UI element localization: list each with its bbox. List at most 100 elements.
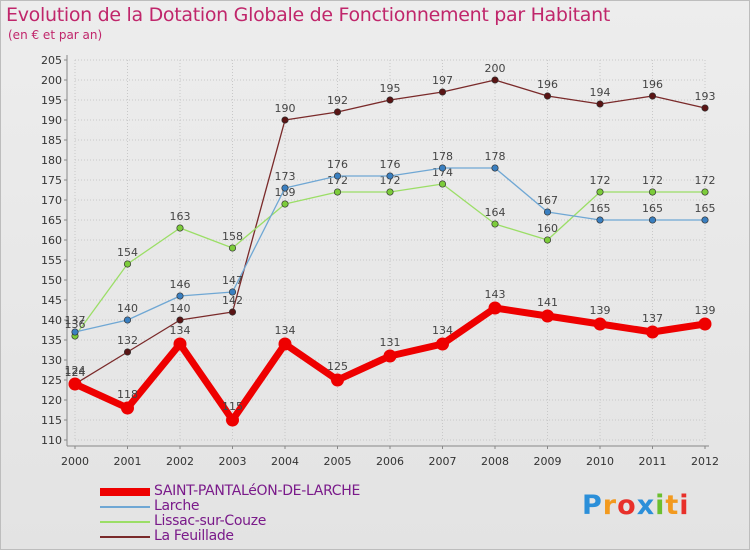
data-point — [491, 220, 499, 228]
data-point — [596, 100, 604, 108]
y-tick-label: 145 — [41, 294, 62, 307]
data-point — [701, 188, 709, 196]
legend-label: Lissac-sur-Couze — [154, 513, 267, 529]
y-tick-label: 160 — [41, 234, 62, 247]
data-point — [438, 180, 447, 188]
data-point — [228, 308, 237, 316]
x-tick-label: 2002 — [166, 455, 194, 468]
data-point — [541, 309, 554, 323]
data-point — [648, 188, 657, 196]
proxiti-logo: Proxiti — [582, 490, 690, 521]
y-tick-label: 135 — [41, 334, 62, 347]
data-label: 118 — [117, 388, 138, 401]
data-label: 178 — [485, 150, 506, 163]
legend-label: La Feuillade — [154, 528, 234, 544]
data-label: 142 — [222, 294, 243, 307]
y-tick-label: 190 — [41, 114, 62, 127]
data-point — [333, 172, 342, 180]
legend-swatch — [100, 536, 150, 538]
data-point — [278, 337, 292, 351]
y-tick-label: 155 — [41, 254, 62, 267]
data-point — [491, 164, 499, 172]
data-label: 172 — [380, 174, 401, 187]
data-point — [488, 301, 502, 315]
data-label: 193 — [695, 90, 716, 103]
x-tick-label: 2004 — [271, 455, 299, 468]
data-label: 136 — [65, 318, 86, 331]
data-label: 139 — [695, 304, 716, 317]
data-point — [281, 184, 289, 192]
data-label: 190 — [275, 102, 296, 115]
data-point — [228, 288, 237, 296]
y-tick-label: 165 — [41, 214, 62, 227]
data-point — [333, 108, 342, 116]
y-tick-label: 115 — [41, 414, 62, 427]
chart-subtitle: (en € et par an) — [8, 28, 103, 42]
data-point — [173, 337, 187, 351]
data-point — [226, 413, 239, 427]
data-label: 196 — [537, 78, 558, 91]
data-point — [68, 377, 82, 391]
data-point — [71, 328, 79, 336]
data-label: 165 — [695, 202, 716, 215]
data-label: 160 — [537, 222, 558, 235]
data-point — [698, 317, 712, 331]
data-point — [386, 188, 394, 196]
data-label: 172 — [642, 174, 663, 187]
data-label: 176 — [380, 158, 401, 171]
data-point — [436, 337, 449, 351]
x-tick-label: 2012 — [691, 455, 719, 468]
data-label: 176 — [327, 158, 348, 171]
y-tick-label: 170 — [41, 194, 62, 207]
x-tick-label: 2008 — [481, 455, 509, 468]
chart-title: Evolution de la Dotation Globale de Fonc… — [6, 4, 611, 26]
data-label: 178 — [432, 150, 453, 163]
data-point — [281, 200, 289, 208]
data-point — [228, 244, 237, 252]
data-label: 200 — [485, 62, 506, 75]
data-label: 139 — [590, 304, 611, 317]
data-point — [491, 76, 499, 84]
data-point — [176, 292, 184, 300]
x-tick-label: 2010 — [586, 455, 614, 468]
data-point — [386, 96, 394, 104]
data-label: 146 — [170, 278, 191, 291]
data-point — [543, 236, 552, 244]
data-label: 131 — [380, 336, 401, 349]
data-label: 154 — [117, 246, 138, 259]
x-tick-label: 2003 — [219, 455, 247, 468]
y-tick-label: 205 — [41, 54, 62, 67]
data-label: 124 — [65, 364, 86, 377]
data-label: 163 — [170, 210, 191, 223]
data-label: 115 — [222, 400, 243, 413]
data-label: 140 — [117, 302, 138, 315]
data-point — [648, 216, 657, 224]
x-tick-label: 2000 — [61, 455, 89, 468]
data-label: 134 — [275, 324, 296, 337]
y-tick-label: 180 — [41, 154, 62, 167]
data-label: 143 — [485, 288, 506, 301]
data-point — [701, 216, 709, 224]
data-point — [386, 172, 394, 180]
data-point — [333, 188, 342, 196]
data-point — [438, 88, 447, 96]
y-tick-label: 125 — [41, 374, 62, 387]
data-label: 158 — [222, 230, 243, 243]
logo-letter: P — [582, 490, 603, 521]
legend-swatch — [100, 506, 150, 508]
data-label: 192 — [327, 94, 348, 107]
data-point — [646, 325, 659, 339]
x-tick-label: 2009 — [534, 455, 562, 468]
x-tick-label: 2001 — [114, 455, 142, 468]
data-label: 134 — [170, 324, 191, 337]
y-tick-label: 200 — [41, 74, 62, 87]
data-label: 124 — [65, 366, 86, 379]
logo-letter: r — [602, 490, 618, 521]
x-tick-label: 2006 — [376, 455, 404, 468]
data-label: 132 — [117, 334, 138, 347]
data-label: 137 — [65, 314, 86, 327]
x-tick-label: 2007 — [429, 455, 457, 468]
data-point — [596, 188, 604, 196]
